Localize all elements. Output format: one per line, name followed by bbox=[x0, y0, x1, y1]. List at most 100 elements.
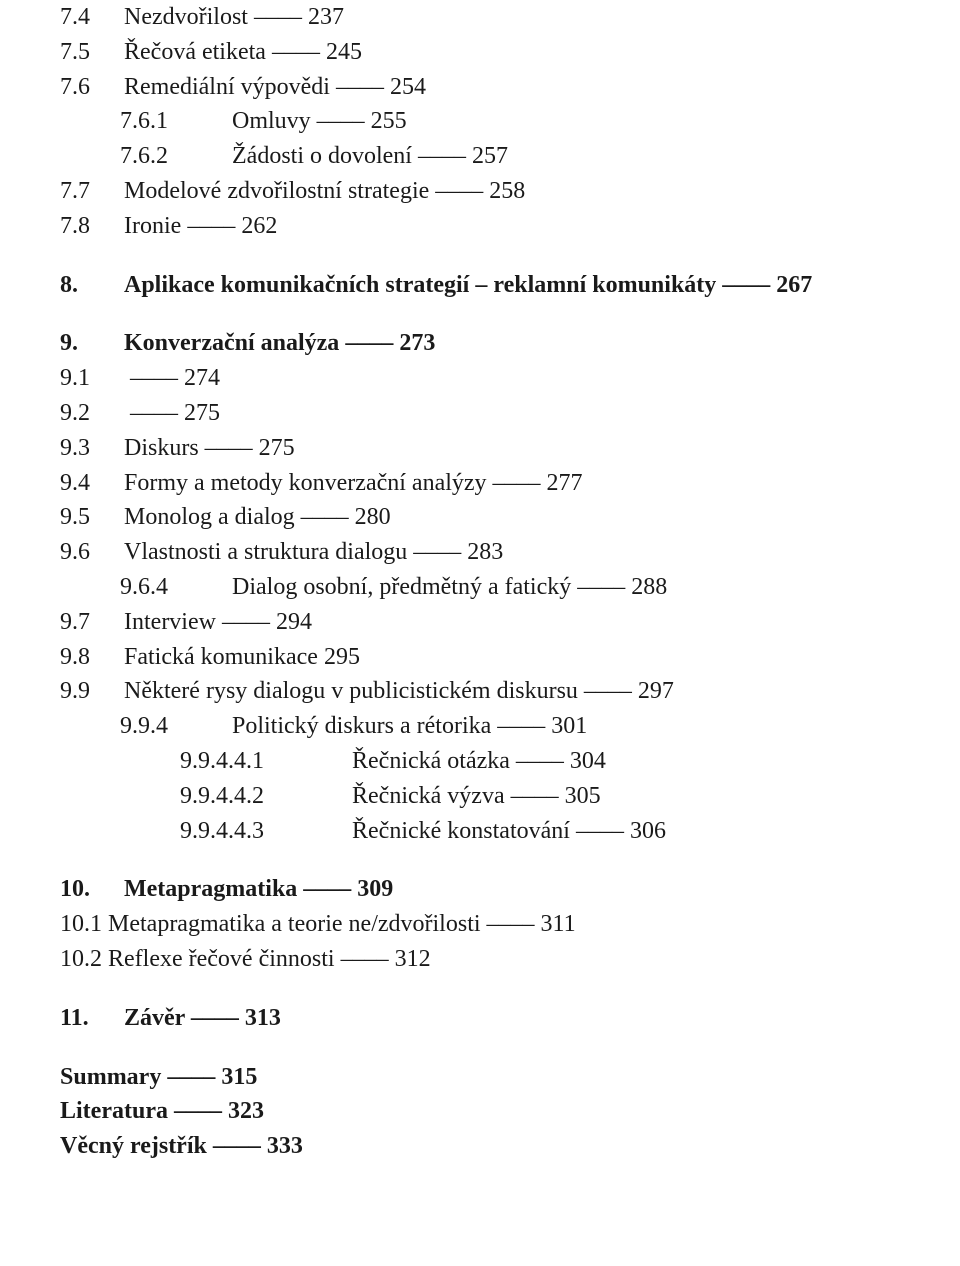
toc-entry-title: Některé rysy dialogu v publicistickém di… bbox=[124, 678, 578, 704]
toc-separator: –––– bbox=[578, 678, 638, 704]
toc-entry-number: 9.9.4.4.2 bbox=[180, 779, 352, 814]
toc-entry-title: Fatická komunikace bbox=[124, 644, 318, 670]
toc-separator: –––– bbox=[335, 946, 395, 972]
toc-entry: 11.Závěr –––– 313 bbox=[60, 1001, 888, 1036]
toc-entry-page: 237 bbox=[308, 4, 344, 30]
toc-entry-page: 277 bbox=[547, 470, 583, 496]
toc-entry-page: 313 bbox=[245, 1005, 281, 1031]
toc-separator: –––– bbox=[407, 539, 467, 565]
toc-entry-page: 333 bbox=[267, 1133, 303, 1159]
toc-entry-page: 274 bbox=[184, 365, 220, 391]
toc-separator: –––– bbox=[481, 911, 541, 937]
toc-entry-page: 275 bbox=[184, 400, 220, 426]
toc-entry-page: 304 bbox=[570, 748, 606, 774]
toc-entry-number: 9.3 bbox=[60, 431, 124, 466]
toc-entry-title: Ironie bbox=[124, 213, 181, 239]
toc-entry-title: Formy a metody konverzační analýzy bbox=[124, 470, 487, 496]
toc-entry-page: 288 bbox=[631, 574, 667, 600]
toc-separator: –––– bbox=[330, 74, 390, 100]
toc-entry: Summary –––– 315 bbox=[60, 1060, 888, 1095]
toc-entry-title: Vlastnosti a struktura dialogu bbox=[124, 539, 407, 565]
toc-entry-page: 294 bbox=[276, 609, 312, 635]
toc-entry-number: 8. bbox=[60, 268, 124, 303]
toc-separator: –––– bbox=[161, 1064, 221, 1090]
toc-entry: 9.2 –––– 275 bbox=[60, 396, 888, 431]
toc-entry: Věcný rejstřík –––– 333 bbox=[60, 1129, 888, 1164]
toc-entry: 10.2 Reflexe řečové činnosti –––– 312 bbox=[60, 942, 888, 977]
toc-separator: –––– bbox=[716, 272, 776, 298]
toc-entry-page: 309 bbox=[357, 876, 393, 902]
toc-entry-number: 9.2 bbox=[60, 396, 124, 431]
toc-entry: 8.Aplikace komunikačních strategií – rek… bbox=[60, 268, 888, 303]
toc-separator: –––– bbox=[181, 213, 241, 239]
toc-entry-number: 10. bbox=[60, 872, 124, 907]
toc-entry: 7.5Řečová etiketa –––– 245 bbox=[60, 35, 888, 70]
toc-entry: 9.7Interview –––– 294 bbox=[60, 605, 888, 640]
toc-entry-number: 7.5 bbox=[60, 35, 124, 70]
toc-entry-number: 9.7 bbox=[60, 605, 124, 640]
toc-entry: 9.9Některé rysy dialogu v publicistickém… bbox=[60, 674, 888, 709]
toc-entry-number: 9.6.4 bbox=[120, 570, 232, 605]
toc-entry-title: Řečová etiketa bbox=[124, 39, 266, 65]
toc-entry-page: 283 bbox=[467, 539, 503, 565]
toc-entry-number: 9.9.4.4.1 bbox=[180, 744, 352, 779]
toc-entry: 9.9.4.4.1Řečnická otázka –––– 304 bbox=[180, 744, 888, 779]
toc-entry-page: 255 bbox=[371, 108, 407, 134]
toc-entry: 10.Metapragmatika –––– 309 bbox=[60, 872, 888, 907]
toc-entry-page: 312 bbox=[395, 946, 431, 972]
toc-entry-title: Aplikace komunikačních strategií – rekla… bbox=[124, 272, 716, 298]
toc-entry: 7.4Nezdvořilost –––– 237 bbox=[60, 0, 888, 35]
toc-separator: –––– bbox=[570, 818, 630, 844]
toc-entry-page: 262 bbox=[241, 213, 277, 239]
toc-entry: 9.9.4.4.3Řečnické konstatování –––– 306 bbox=[180, 814, 888, 849]
toc-entry: 9.3Diskurs –––– 275 bbox=[60, 431, 888, 466]
toc-separator: –––– bbox=[339, 330, 399, 356]
toc-entry-page: 245 bbox=[326, 39, 362, 65]
toc-separator: –––– bbox=[168, 1098, 228, 1124]
toc-separator: –––– bbox=[311, 108, 371, 134]
section-gap bbox=[60, 977, 888, 1001]
toc-entry-title: Literatura bbox=[60, 1098, 168, 1124]
toc-entry-title: Diskurs bbox=[124, 435, 199, 461]
toc-entry-number: 7.4 bbox=[60, 0, 124, 35]
toc-entry: 9.8Fatická komunikace 295 bbox=[60, 640, 888, 675]
toc-entry-page: 305 bbox=[565, 783, 601, 809]
toc-entry-title: Řečnické konstatování bbox=[352, 818, 570, 844]
toc-entry: 7.8Ironie –––– 262 bbox=[60, 209, 888, 244]
toc-entry-number: 7.7 bbox=[60, 174, 124, 209]
toc-entry-page: 258 bbox=[489, 178, 525, 204]
toc-entry: 9.6Vlastnosti a struktura dialogu –––– 2… bbox=[60, 535, 888, 570]
toc-entry: 9.Konverzační analýza –––– 273 bbox=[60, 326, 888, 361]
toc-entry: 7.6Remediální výpovědi –––– 254 bbox=[60, 70, 888, 105]
toc-entry: 9.9.4.4.2Řečnická výzva –––– 305 bbox=[180, 779, 888, 814]
toc-entry-page: 275 bbox=[259, 435, 295, 461]
section-gap bbox=[60, 848, 888, 872]
toc-entry-title: Monolog a dialog bbox=[124, 504, 295, 530]
toc-entry-title: Řečnická otázka bbox=[352, 748, 510, 774]
toc-entry: 10.1 Metapragmatika a teorie ne/zdvořilo… bbox=[60, 907, 888, 942]
toc-entry-page: 254 bbox=[390, 74, 426, 100]
toc-entry-page: 323 bbox=[228, 1098, 264, 1124]
toc-entry-number: 11. bbox=[60, 1001, 124, 1036]
toc-page: 7.4Nezdvořilost –––– 2377.5Řečová etiket… bbox=[0, 0, 960, 1266]
toc-entry-page: 280 bbox=[355, 504, 391, 530]
toc-entry-number: 10.2 bbox=[60, 946, 102, 972]
toc-entry-page: 273 bbox=[399, 330, 435, 356]
toc-entry-page: 295 bbox=[324, 644, 360, 670]
toc-entry-title: Řečnická výzva bbox=[352, 783, 505, 809]
toc-separator: –––– bbox=[185, 1005, 245, 1031]
toc-entry: 7.6.1Omluvy –––– 255 bbox=[120, 104, 888, 139]
toc-separator: –––– bbox=[124, 400, 184, 426]
toc-entry-title: Metapragmatika a teorie ne/zdvořilosti bbox=[108, 911, 481, 937]
toc-entry-title: Reflexe řečové činnosti bbox=[108, 946, 335, 972]
toc-entry-title: Nezdvořilost bbox=[124, 4, 248, 30]
toc-entry-number: 7.6 bbox=[60, 70, 124, 105]
toc-entry-page: 311 bbox=[541, 911, 576, 937]
toc-separator: –––– bbox=[412, 143, 472, 169]
toc-entry-title: Závěr bbox=[124, 1005, 185, 1031]
toc-separator: –––– bbox=[266, 39, 326, 65]
toc-entry-number: 9. bbox=[60, 326, 124, 361]
toc-separator: –––– bbox=[510, 748, 570, 774]
toc-separator: –––– bbox=[199, 435, 259, 461]
toc-entry: 9.1 –––– 274 bbox=[60, 361, 888, 396]
